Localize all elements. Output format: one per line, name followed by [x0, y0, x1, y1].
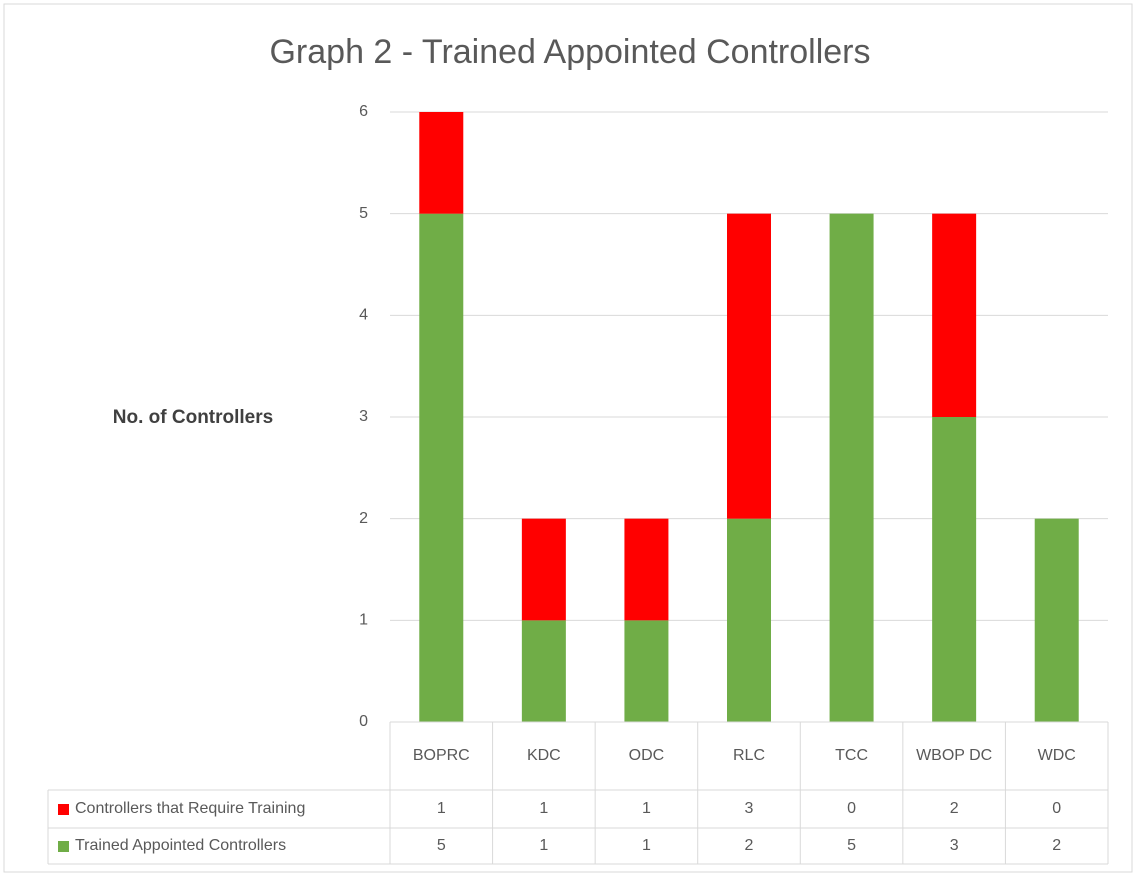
- table-value: 1: [437, 800, 446, 817]
- table-value: 2: [1052, 837, 1061, 854]
- x-tick-label: ODC: [629, 747, 665, 764]
- bar-segment: [829, 213, 874, 722]
- table-value: 5: [437, 837, 446, 854]
- x-tick-label: WBOP DC: [916, 747, 992, 764]
- x-tick-label: BOPRC: [413, 747, 470, 764]
- legend-label: Controllers that Require Training: [75, 800, 305, 817]
- legend-swatch: [58, 841, 69, 852]
- table-value: 1: [642, 800, 651, 817]
- table-value: 1: [539, 800, 548, 817]
- bar-segment: [727, 518, 771, 722]
- table-value: 1: [539, 837, 548, 854]
- legend-swatch: [58, 804, 69, 815]
- x-tick-label: TCC: [835, 747, 868, 764]
- bar-segment: [624, 518, 669, 621]
- y-tick-label: 4: [359, 307, 368, 324]
- bar-segment: [624, 620, 669, 722]
- y-tick-label: 3: [359, 408, 368, 425]
- chart-title: Graph 2 - Trained Appointed Controllers: [269, 33, 870, 71]
- table-value: 3: [745, 800, 754, 817]
- bar-segment: [521, 620, 566, 722]
- bar-segment: [419, 213, 464, 722]
- table-value: 3: [950, 837, 959, 854]
- y-tick-label: 2: [359, 510, 368, 527]
- x-tick-label: KDC: [527, 747, 561, 764]
- table-value: 5: [847, 837, 856, 854]
- y-tick-label: 0: [359, 713, 368, 730]
- table-value: 1: [642, 837, 651, 854]
- bar-segment: [932, 417, 977, 722]
- table-value: 2: [950, 800, 959, 817]
- bar-segment: [1034, 518, 1079, 722]
- y-tick-label: 1: [359, 612, 368, 629]
- y-tick-label: 5: [359, 205, 368, 222]
- legend-label: Trained Appointed Controllers: [75, 837, 286, 854]
- table-value: 0: [847, 800, 856, 817]
- bar-segment: [419, 112, 464, 214]
- bar-segment: [727, 213, 771, 519]
- bar-segment: [932, 213, 977, 417]
- table-value: 2: [745, 837, 754, 854]
- y-axis-label: No. of Controllers: [113, 407, 273, 428]
- table-value: 0: [1052, 800, 1061, 817]
- bar-segment: [521, 518, 566, 621]
- x-tick-label: RLC: [733, 747, 765, 764]
- x-tick-label: WDC: [1038, 747, 1076, 764]
- y-tick-label: 6: [359, 103, 368, 120]
